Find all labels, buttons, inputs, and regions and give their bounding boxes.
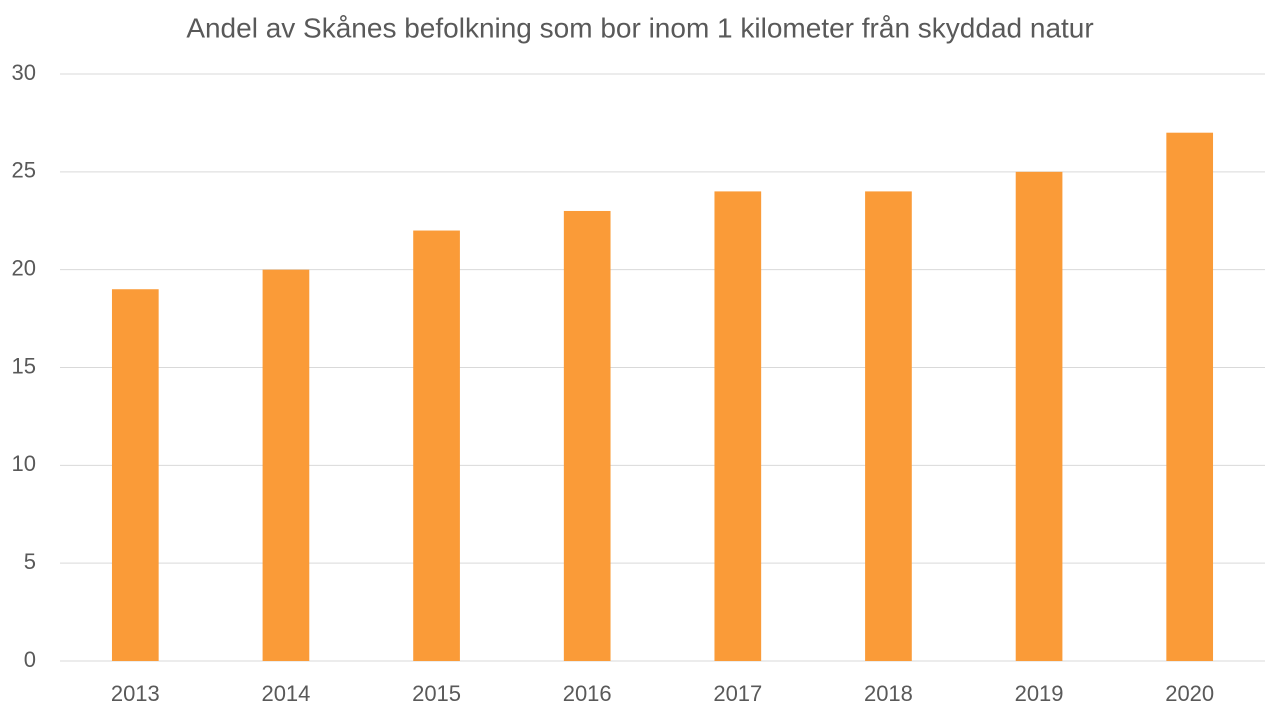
x-tick-label: 2020 bbox=[1165, 681, 1214, 706]
bar bbox=[262, 269, 310, 661]
bar bbox=[563, 210, 611, 661]
y-tick-label: 25 bbox=[12, 158, 36, 183]
x-tick-label: 2015 bbox=[412, 681, 461, 706]
y-tick-label: 30 bbox=[12, 60, 36, 85]
x-tick-label: 2014 bbox=[261, 681, 310, 706]
y-tick-label: 10 bbox=[12, 451, 36, 476]
y-tick-label: 5 bbox=[24, 549, 36, 574]
bar bbox=[1015, 171, 1063, 662]
y-tick-label: 20 bbox=[12, 255, 36, 280]
y-tick-label: 15 bbox=[12, 353, 36, 378]
x-tick-label: 2013 bbox=[111, 681, 160, 706]
x-tick-label: 2017 bbox=[713, 681, 762, 706]
y-tick-label: 0 bbox=[24, 647, 36, 672]
bar bbox=[865, 191, 912, 661]
bar bbox=[1166, 132, 1214, 661]
chart-title: Andel av Skånes befolkning som bor inom … bbox=[186, 12, 1093, 43]
bar bbox=[111, 289, 159, 661]
bar bbox=[413, 230, 460, 662]
bar bbox=[714, 191, 762, 661]
x-tick-label: 2018 bbox=[864, 681, 913, 706]
x-tick-label: 2019 bbox=[1015, 681, 1064, 706]
x-tick-label: 2016 bbox=[563, 681, 612, 706]
